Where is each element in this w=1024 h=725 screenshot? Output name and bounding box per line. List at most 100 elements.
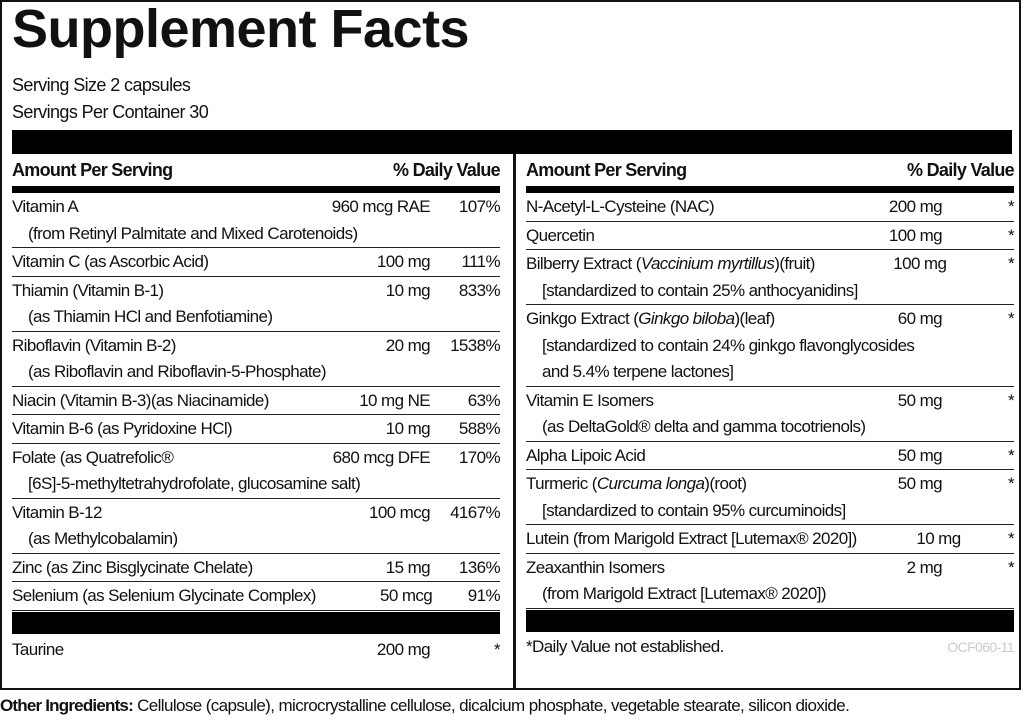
dv-header: % Daily Value xyxy=(907,159,1015,180)
nutrient-main-line: Zinc (as Zinc Bisglycinate Chelate) 15 mg… xyxy=(12,555,501,582)
nutrient-row: Vitamin E Isomers 50 mg * (as DeltaGold® de… xyxy=(526,387,1015,442)
nutrient-amount: 680 mcg DFE xyxy=(332,447,431,467)
nutrient-dv: 588% xyxy=(458,419,501,438)
nutrient-row: Lutein (from Marigold Extract [Lutemax® … xyxy=(526,525,1015,554)
nutrient-name-text: Turmeric ( xyxy=(526,474,597,493)
nutrient-row: Vitamin B-12 100 mcg 4167% (as Methylcobala… xyxy=(12,499,501,554)
section-bar xyxy=(526,609,1014,632)
nutrient-name: Alpha Lipoic Acid xyxy=(526,445,646,465)
nutrient-main-line: Lutein (from Marigold Extract [Lutemax® … xyxy=(526,526,1015,553)
nutrient-main-line: Vitamin E Isomers 50 mg * xyxy=(526,388,1015,415)
nutrient-source: (as Thiamin HCl and Benfotiamine) xyxy=(28,307,273,326)
nutrient-row: Thiamin (Vitamin B-1) 10 mg 833% (as Thiami… xyxy=(12,277,501,332)
nutrient-amount: 100 mg xyxy=(376,252,431,271)
nutrient-amount: 50 mg xyxy=(897,390,943,410)
nutrient-amount: 50 mg xyxy=(897,445,943,465)
nutrient-main-line: Ginkgo Extract (Ginkgo biloba)(leaf) 60 m… xyxy=(526,306,1015,333)
nutrient-name-text: Ginkgo Extract ( xyxy=(526,309,639,328)
column-header: Amount Per Serving % Daily Value xyxy=(526,154,1015,193)
nutrient-dv: 833% xyxy=(458,280,501,300)
nutrient-source: [standardized to contain 24% ginkgo flav… xyxy=(542,335,915,355)
nutrient-latin-name: Vaccinium myrtillus xyxy=(640,254,775,273)
nutrient-source: (from Retinyl Palmitate and Mixed Carote… xyxy=(28,223,358,243)
nutrient-name-text: Bilberry Extract ( xyxy=(526,254,641,273)
nutrient-name: Riboflavin (Vitamin B-2) xyxy=(12,335,176,355)
nutrient-row: Selenium (as Selenium Glycinate Complex)… xyxy=(12,582,501,611)
nutrient-name: Niacin (Vitamin B-3)(as Niacinamide) xyxy=(12,390,269,410)
nutrient-dv: * xyxy=(1007,474,1015,493)
nutrient-name-suffix: )(root) xyxy=(704,474,747,493)
footnote: *Daily Value not established. xyxy=(526,636,724,656)
nutrient-dv: * xyxy=(1007,254,1015,273)
top-bar xyxy=(12,130,1012,154)
section-bar xyxy=(12,611,500,634)
nutrient-name: Zeaxanthin Isomers xyxy=(526,557,665,577)
nutrient-row: Ginkgo Extract (Ginkgo biloba)(leaf) 60 m… xyxy=(526,305,1015,387)
nutrient-row: Alpha Lipoic Acid 50 mg * xyxy=(526,442,1015,470)
nutrient-source: [standardized to contain 25% anthocyanid… xyxy=(542,280,858,300)
nutrient-amount: 15 mg xyxy=(385,557,431,577)
nutrient-dv: * xyxy=(1007,225,1015,245)
nutrient-dv: 107% xyxy=(458,197,501,216)
nutrient-name: Quercetin xyxy=(526,225,595,245)
nutrient-amount: 200 mg xyxy=(888,197,943,216)
supplement-facts-panel: Supplement Facts Serving Size 2 capsules… xyxy=(0,0,1021,690)
nutrient-dv: * xyxy=(493,639,501,659)
nutrient-name: Selenium (as Selenium Glycinate Complex) xyxy=(12,586,316,605)
nutrient-name-suffix: )(fruit) xyxy=(774,254,815,273)
other-ingredients: Other Ingredients: Cellulose (capsule), … xyxy=(0,696,850,716)
nutrient-dv: 63% xyxy=(467,390,501,410)
nutrient-main-line: Vitamin B-6 (as Pyridoxine HCl) 10 mg 588% xyxy=(12,416,501,443)
nutrient-main-line: Vitamin A 960 mcg RAE 107% xyxy=(12,194,501,221)
nutrient-row: Folate (as Quatrefolic® 680 mcg DFE 170% [6… xyxy=(12,444,501,499)
nutrient-amount: 10 mg NE xyxy=(359,390,430,410)
nutrient-name: N-Acetyl-L-Cysteine (NAC) xyxy=(526,197,715,216)
serving-size: Serving Size 2 capsules xyxy=(12,75,191,95)
nutrient-name: Zinc (as Zinc Bisglycinate Chelate) xyxy=(12,557,253,577)
nutrient-main-line: Turmeric (Curcuma longa)(root) 50 mg * xyxy=(526,471,1015,498)
nutrient-name-suffix: )(leaf) xyxy=(734,309,775,328)
nutrient-latin-name: Ginkgo biloba xyxy=(638,309,735,328)
nutrient-amount: 100 mcg xyxy=(368,502,431,522)
nutrient-name: Turmeric (Curcuma longa)(root) xyxy=(526,471,802,498)
nutrient-row: Vitamin A 960 mcg RAE 107% (from Retinyl Pa… xyxy=(12,193,501,248)
nutrient-row: Bilberry Extract (Vaccinium myrtillus)(f… xyxy=(526,250,1015,305)
nutrient-main-line: Vitamin B-12 100 mcg 4167% xyxy=(12,500,501,527)
nutrient-dv: * xyxy=(1007,445,1015,465)
nutrient-dv: 91% xyxy=(467,586,501,605)
nutrient-main-line: Niacin (Vitamin B-3)(as Niacinamide) 10 m… xyxy=(12,388,501,415)
nutrient-main-line: Thiamin (Vitamin B-1) 10 mg 833% xyxy=(12,278,501,305)
panel-title: Supplement Facts xyxy=(12,0,470,59)
product-code: OCF060-11 xyxy=(947,638,1014,655)
nutrient-amount: 2 mg xyxy=(906,557,943,577)
nutrient-amount: 10 mg xyxy=(385,419,431,438)
nutrient-source: (from Marigold Extract [Lutemax® 2020]) xyxy=(542,584,827,603)
nutrient-name: Ginkgo Extract (Ginkgo biloba)(leaf) xyxy=(526,306,802,333)
nutrient-name: Thiamin (Vitamin B-1) xyxy=(12,280,164,300)
servings-per-container: Servings Per Container 30 xyxy=(12,102,209,122)
nutrient-dv: 111% xyxy=(461,252,500,271)
nutrient-source: [standardized to contain 95% curcuminoid… xyxy=(542,500,846,520)
nutrient-dv: 170% xyxy=(458,447,501,467)
nutrient-main-line: Vitamin C (as Ascorbic Acid) 100 mg 111% xyxy=(12,249,501,276)
amount-header: Amount Per Serving xyxy=(12,159,173,180)
nutrient-latin-name: Curcuma longa xyxy=(596,474,705,493)
nutrient-dv: 136% xyxy=(458,557,501,577)
nutrient-main-line: Selenium (as Selenium Glycinate Complex)… xyxy=(12,583,501,610)
other-ingredients-label: Other Ingredients: xyxy=(0,696,134,715)
nutrient-main-line: Riboflavin (Vitamin B-2) 20 mg 1538% xyxy=(12,333,501,360)
nutrient-row: Turmeric (Curcuma longa)(root) 50 mg * [sta… xyxy=(526,470,1015,525)
nutrient-dv: * xyxy=(1007,529,1015,548)
nutrient-row: N-Acetyl-L-Cysteine (NAC) 200 mg * xyxy=(526,193,1015,222)
nutrient-row: Quercetin 100 mg * xyxy=(526,222,1015,250)
nutrient-name: Vitamin B-12 xyxy=(12,502,102,522)
nutrient-dv: 4167% xyxy=(450,502,501,522)
nutrient-source: [6S]-5-methyltetrahydrofolate, glucosami… xyxy=(28,474,361,493)
column-header: Amount Per Serving % Daily Value xyxy=(12,154,501,193)
nutrient-amount: 200 mg xyxy=(376,639,431,659)
nutrient-row: Vitamin C (as Ascorbic Acid) 100 mg 111% xyxy=(12,248,501,277)
nutrient-amount: 60 mg xyxy=(897,309,943,328)
nutrient-source: (as Methylcobalamin) xyxy=(28,529,178,548)
nutrient-main-line: Folate (as Quatrefolic® 680 mcg DFE 170% xyxy=(12,445,501,472)
nutrient-name: Taurine xyxy=(12,639,64,659)
